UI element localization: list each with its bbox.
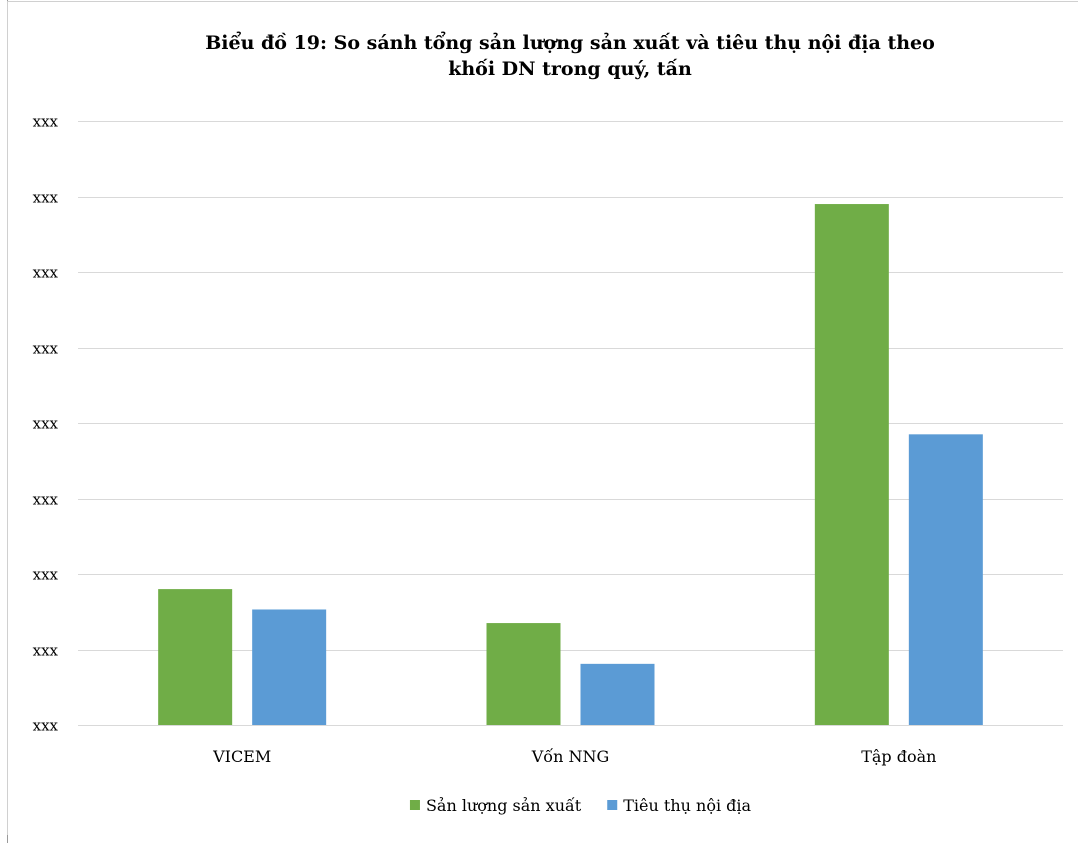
y-tick-label: xxx [33,642,59,660]
bar-domestic-consumption [580,663,655,725]
bar-production [814,204,889,726]
bar-domestic-consumption [908,434,983,725]
chart-title: Biểu đồ 19: So sánh tổng sản lượng sản x… [100,30,1040,82]
bar-production [158,589,233,725]
y-tick-label: xxx [33,491,59,509]
bar-production [486,623,561,725]
y-tick-label: xxx [33,189,59,207]
chart-title-line-1: Biểu đồ 19: So sánh tổng sản lượng sản x… [205,32,935,54]
x-category-label: Tập đoàn [861,747,936,766]
x-category-label: Vốn NNG [531,747,610,766]
y-tick-label: xxx [33,340,59,358]
x-category-label: VICEM [212,747,271,766]
legend-swatch [409,800,420,810]
y-tick-label: xxx [33,566,59,584]
y-tick-label: xxx [33,264,59,282]
legend-swatch [607,800,618,810]
chart-title-line-2: khối DN trong quý, tấn [448,58,692,80]
legend-label: Sản lượng sản xuất [426,796,582,815]
bar-domestic-consumption [252,609,327,725]
y-tick-label: xxx [33,415,59,433]
y-tick-label: xxx [33,113,59,131]
y-tick-label: xxx [33,717,59,735]
legend-label: Tiêu thụ nội địa [623,796,751,815]
